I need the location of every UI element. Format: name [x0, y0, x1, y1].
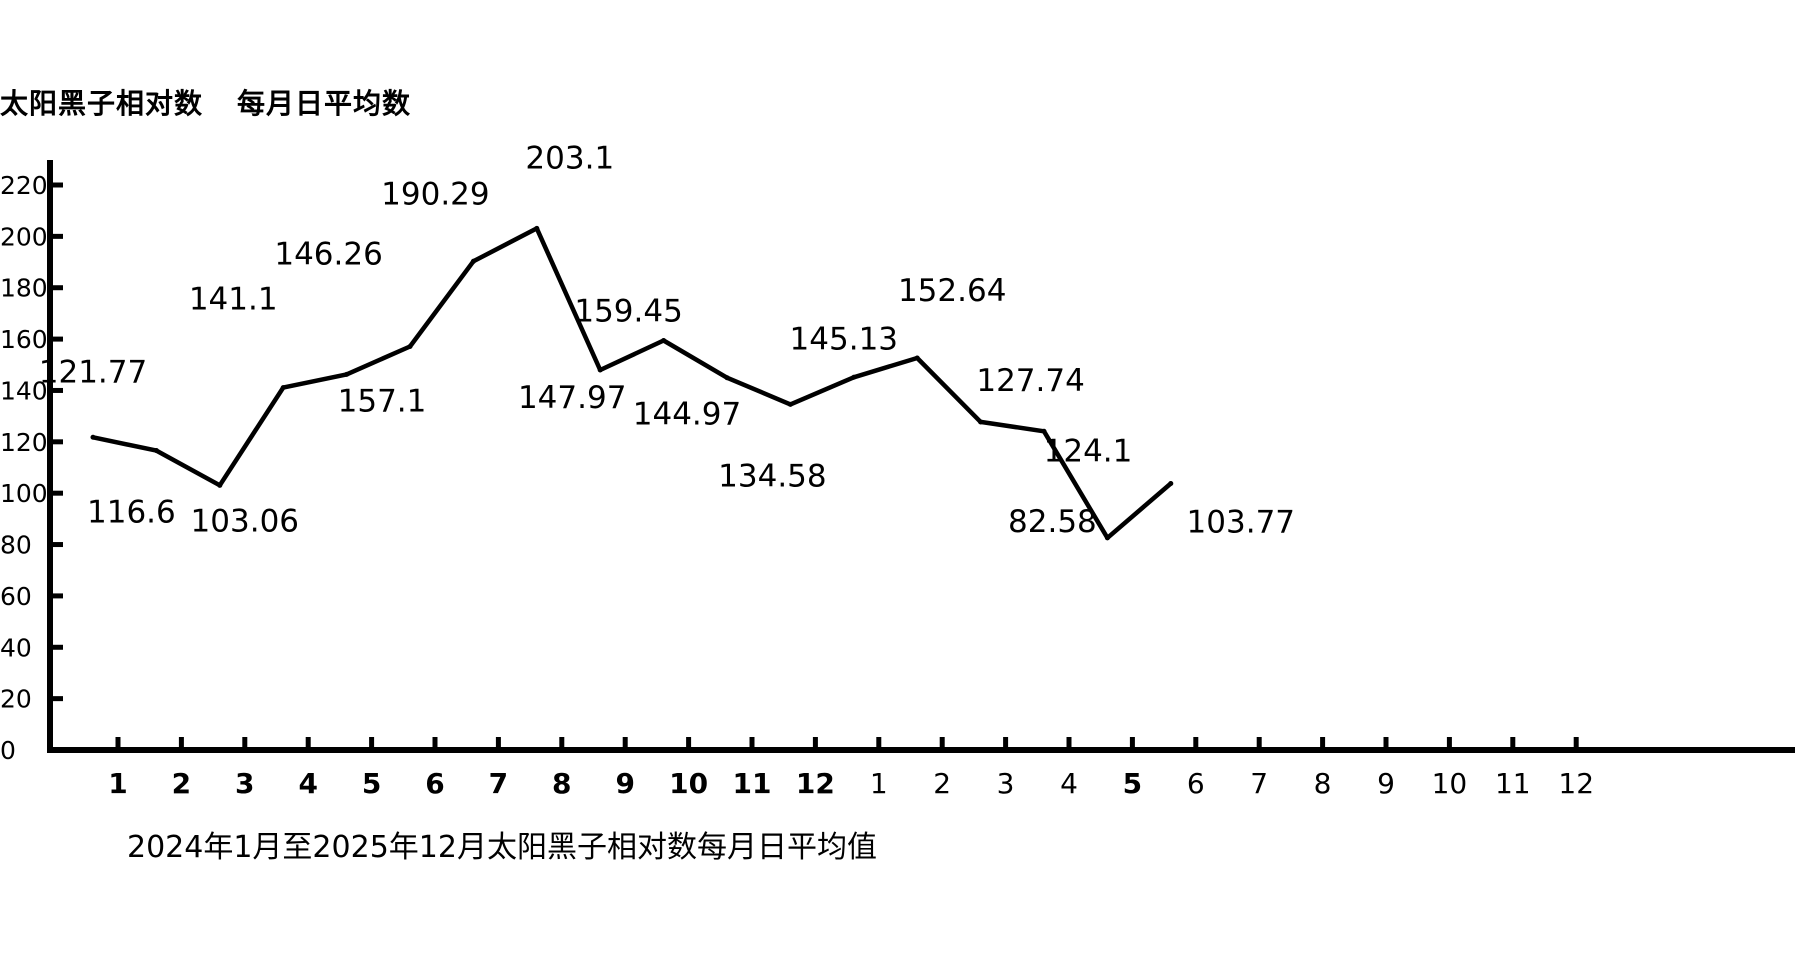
data-label: 145.13 — [790, 321, 898, 357]
y-tick-label: 0 — [0, 736, 16, 765]
data-label: 127.74 — [976, 363, 1084, 399]
data-point — [217, 482, 223, 488]
x-tick-label: 9 — [615, 767, 634, 800]
data-point — [1041, 428, 1047, 434]
x-tick-label: 12 — [1558, 767, 1594, 800]
x-tick-label: 3 — [997, 767, 1015, 800]
data-label: 203.1 — [525, 140, 614, 176]
x-tick-label: 5 — [362, 767, 381, 800]
chart-title: 太阳黑子相对数 每月日平均数 — [0, 82, 411, 122]
data-point — [597, 367, 603, 373]
y-tick-label: 60 — [0, 582, 32, 611]
data-point — [90, 434, 96, 440]
data-label: 147.97 — [518, 380, 626, 416]
y-axis-ticks: 0 20 40 60 80 100 120 140 160 180 200 220 — [0, 171, 63, 765]
x-tick-label: 7 — [1250, 767, 1268, 800]
series-line — [90, 225, 1174, 541]
y-tick-label: 120 — [0, 428, 48, 457]
data-point — [661, 338, 667, 344]
data-label: 82.58 — [1008, 504, 1097, 540]
x-axis-ticks: 1 2 3 4 5 6 7 8 9 10 11 12 1 2 3 4 5 6 7 8 9 10 11 12 — [108, 737, 1594, 800]
data-point — [1168, 480, 1174, 486]
x-tick-label: 8 — [552, 767, 571, 800]
x-tick-label: 10 — [1432, 767, 1468, 800]
data-point — [344, 371, 350, 377]
x-tick-label: 1 — [870, 767, 888, 800]
data-label: 141.1 — [189, 282, 278, 318]
y-tick-label: 160 — [0, 325, 48, 354]
y-tick-label: 200 — [0, 222, 48, 251]
data-label: 190.29 — [381, 176, 489, 212]
x-tick-label: 11 — [1495, 767, 1531, 800]
y-tick-label: 20 — [0, 685, 32, 714]
x-tick-label: 1 — [108, 767, 127, 800]
x-tick-label: 4 — [298, 767, 317, 800]
data-label: 157.1 — [338, 384, 427, 420]
x-tick-label: 2 — [933, 767, 951, 800]
data-label: 103.77 — [1187, 504, 1295, 540]
x-tick-label: 12 — [796, 767, 835, 800]
data-point — [787, 401, 793, 407]
x-tick-label: 6 — [425, 767, 444, 800]
data-label: 146.26 — [274, 236, 382, 272]
chart-axes — [47, 160, 1795, 753]
x-tick-label: 5 — [1123, 767, 1142, 800]
data-label: 159.45 — [574, 294, 682, 330]
x-tick-label: 10 — [669, 767, 708, 800]
x-tick-label: 9 — [1377, 767, 1395, 800]
data-label: 152.64 — [898, 273, 1006, 309]
y-tick-label: 140 — [0, 376, 48, 405]
chart-subtitle: 每月日平均数 — [237, 87, 412, 120]
x-tick-label: 7 — [489, 767, 508, 800]
data-point — [534, 225, 540, 231]
x-tick-label: 8 — [1314, 767, 1332, 800]
y-tick-label: 80 — [0, 531, 32, 560]
data-point — [914, 355, 920, 361]
data-label: 124.1 — [1044, 433, 1133, 469]
data-label: 144.97 — [633, 397, 741, 433]
data-label: 134.58 — [718, 458, 826, 494]
data-point — [851, 374, 857, 380]
chart-caption: 2024年1月至2025年12月太阳黑子相对数每月日平均值 — [127, 830, 877, 865]
y-tick-label: 180 — [0, 274, 48, 303]
x-tick-label: 3 — [235, 767, 254, 800]
data-point — [724, 375, 730, 381]
data-point — [470, 258, 476, 264]
x-tick-label: 6 — [1187, 767, 1205, 800]
sunspot-series-line — [90, 226, 1174, 541]
data-labels: 121.77 116.6 103.06 141.1 146.26 157.1 190.29 2… — [39, 140, 1295, 540]
x-tick-label: 4 — [1060, 767, 1078, 800]
data-label: 121.77 — [39, 354, 147, 390]
y-tick-label: 40 — [0, 633, 32, 662]
y-tick-label: 220 — [0, 171, 48, 200]
x-tick-label: 2 — [172, 767, 191, 800]
chart-title-main: 太阳黑子相对数 — [0, 87, 204, 120]
data-point — [1104, 535, 1110, 541]
data-label: 103.06 — [191, 503, 299, 539]
x-tick-label: 11 — [733, 767, 772, 800]
data-point — [153, 448, 159, 454]
data-point — [978, 419, 984, 425]
data-label: 116.6 — [87, 495, 176, 531]
y-tick-label: 100 — [0, 479, 48, 508]
data-point — [407, 344, 413, 350]
data-point — [280, 385, 286, 391]
